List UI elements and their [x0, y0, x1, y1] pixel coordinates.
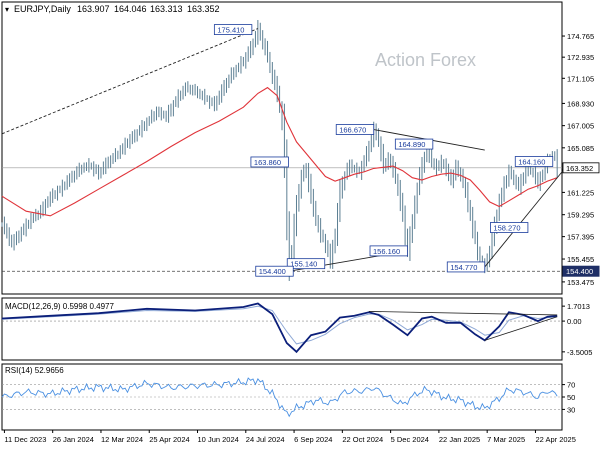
current-price-tag-box — [562, 162, 600, 174]
price-ytick-label: 168.930 — [567, 99, 594, 108]
x-tick-label: 25 Apr 2024 — [149, 435, 189, 444]
macd-line — [1, 302, 558, 354]
price-ytick-label: 153.475 — [567, 278, 594, 287]
price-label-box — [369, 245, 408, 257]
x-tick-label: 26 Jan 2024 — [53, 435, 94, 444]
macd-ytick-label: 0.00 — [567, 317, 582, 326]
moving-average-line — [1, 86, 558, 217]
price-label: 154.400 — [259, 267, 286, 276]
price-label: 166.670 — [339, 126, 366, 135]
price-ytick-label: 172.935 — [567, 53, 594, 62]
x-tick-label: 6 Sep 2024 — [294, 435, 332, 444]
price-label-box — [446, 261, 486, 273]
macd-trendline — [484, 316, 558, 341]
price-label-box — [514, 156, 554, 167]
header-low: 163.313 — [150, 4, 183, 14]
price-label-box — [213, 24, 253, 35]
price-label-box — [255, 265, 294, 277]
price-label: 164.160 — [518, 158, 545, 167]
price-label-box — [394, 138, 434, 150]
price-label: 155.140 — [290, 260, 317, 269]
x-tick-label: 11 Dec 2023 — [4, 435, 46, 444]
x-tick-label: 10 Jun 2024 — [198, 435, 239, 444]
x-tick-label: 5 Dec 2024 — [391, 435, 429, 444]
rsi-ytick-label: 70 — [567, 381, 575, 390]
price-label-box — [490, 222, 529, 233]
trendline — [1, 28, 259, 135]
price-label-box — [250, 156, 289, 168]
support-price-tag: 154.400 — [566, 267, 593, 276]
rsi-ytick-label: 50 — [567, 393, 575, 402]
price-label: 158.270 — [493, 224, 520, 233]
price-ytick-label: 171.105 — [567, 74, 594, 83]
price-ytick-label: 165.085 — [567, 144, 594, 153]
watermark: Action Forex — [375, 50, 476, 70]
price-label: 164.890 — [398, 140, 425, 149]
rsi-title: RSI(14) 52.9656 — [5, 366, 64, 375]
price-ytick-label: 155.455 — [567, 255, 594, 264]
header-triangle-icon: ▾ — [5, 5, 9, 14]
price-ytick-label: 159.295 — [567, 211, 594, 220]
price-label: 156.160 — [373, 247, 400, 256]
x-tick-label: 22 Apr 2025 — [535, 435, 575, 444]
price-label: 175.410 — [217, 26, 244, 35]
price-label: 154.770 — [450, 263, 477, 272]
header-close: 163.352 — [187, 4, 220, 14]
price-ytick-label: 157.395 — [567, 233, 594, 242]
x-tick-label: 12 Mar 2024 — [101, 435, 143, 444]
header-symbol: EURJPY,Daily — [14, 4, 71, 14]
price-ytick-label: 174.765 — [567, 32, 594, 41]
support-price-tag-box — [562, 265, 600, 277]
price-ytick-label: 161.225 — [567, 188, 594, 197]
current-price-tag: 163.352 — [566, 164, 593, 173]
rsi-line — [1, 377, 558, 418]
price-ytick-label: 167.005 — [567, 122, 594, 131]
x-tick-label: 22 Oct 2024 — [342, 435, 383, 444]
macd-title: MACD(12,26,9) 0.5998 0.4977 — [5, 302, 115, 311]
x-tick-label: 7 Mar 2025 — [487, 435, 525, 444]
macd-panel-frame — [1, 297, 563, 361]
x-tick-label: 24 Jul 2024 — [246, 435, 285, 444]
x-tick-label: 22 Jan 2025 — [439, 435, 480, 444]
price-label-box — [335, 124, 375, 135]
price-label-box — [286, 258, 326, 270]
macd-ytick-label: 1.7013 — [567, 302, 590, 311]
macd-ytick-label: -3.5005 — [567, 348, 592, 357]
trendline — [484, 171, 563, 268]
header-high: 164.046 — [114, 4, 147, 14]
price-label: 163.860 — [254, 158, 281, 167]
header-open: 163.907 — [77, 4, 110, 14]
rsi-ytick-label: 30 — [567, 405, 575, 414]
macd-trendline — [368, 311, 558, 316]
